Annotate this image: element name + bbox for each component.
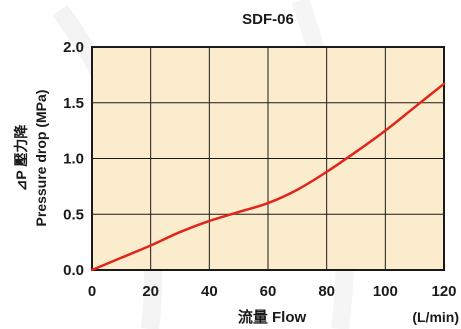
- x-tick-label: 20: [142, 283, 159, 300]
- x-tick-label: 120: [431, 283, 456, 300]
- series-line: [90, 82, 446, 272]
- x-axis-label: 流量 Flow: [238, 308, 307, 326]
- x-tick-label: 80: [318, 283, 335, 300]
- y-axis-label-line2: Pressure drop (MPa): [33, 90, 49, 227]
- y-tick-label: 2.0: [63, 39, 84, 56]
- series-layer: [90, 82, 446, 272]
- chart-title: SDF-06: [242, 11, 294, 28]
- y-tick-labels: 0.0 0.5 1.0 1.5 2.0: [63, 39, 84, 279]
- x-tick-labels: 0 20 40 60 80 100 120: [88, 283, 457, 300]
- x-tick-label: 60: [260, 283, 277, 300]
- x-tick-label: 40: [201, 283, 218, 300]
- y-tick-label: 0.0: [63, 262, 84, 279]
- x-tick-label: 100: [373, 283, 398, 300]
- x-tick-label: 0: [88, 283, 96, 300]
- y-tick-label: 1.0: [63, 151, 84, 168]
- x-axis-unit: (L/min): [412, 309, 459, 325]
- y-tick-label: 1.5: [63, 95, 84, 112]
- y-tick-label: 0.5: [63, 206, 84, 223]
- y-axis-label-line1: ⊿P 壓力降: [13, 124, 29, 192]
- plot-frame: [91, 46, 445, 271]
